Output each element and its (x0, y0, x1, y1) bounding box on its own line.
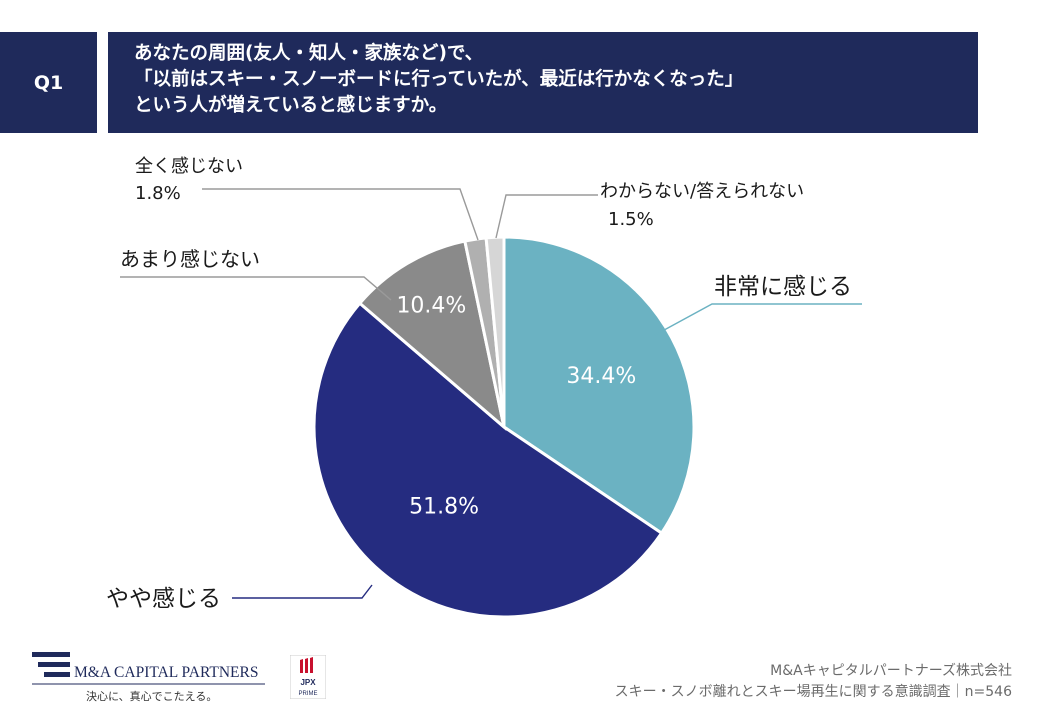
pie-slice (502, 235, 696, 536)
category-label: わからない/答えられない (600, 181, 804, 202)
question-number: Q1 (0, 32, 97, 133)
logo-tagline: 決心に、真心でこたえる。 (86, 689, 217, 703)
question-text: あなたの周囲(友人・知人・家族など)で、 「以前はスキー・スノーボードに行ってい… (108, 32, 978, 133)
pie-slice (312, 301, 664, 619)
category-label: 全く感じない (135, 156, 243, 177)
leader-line (654, 303, 862, 336)
prime-label: PRIME (298, 691, 317, 697)
category-label: やや感じる (106, 586, 221, 612)
category-label: 非常に感じる (714, 274, 852, 300)
pie-slice (357, 239, 507, 432)
slice-percent-label: 34.4% (566, 364, 636, 389)
pie-slice (484, 235, 506, 428)
slice-percent-label: 51.8% (409, 495, 479, 520)
question-line-3: という人が増えていると感じますか。 (134, 95, 448, 116)
jpx-label: JPX (300, 678, 316, 687)
question-line-1: あなたの周囲(友人・知人・家族など)で、 (134, 43, 484, 64)
leader-line (232, 584, 373, 599)
logo-wordmark: M&A CAPITAL PARTNERS (74, 664, 258, 681)
leader-line (495, 194, 598, 239)
footer-company: M&Aキャピタルパートナーズ株式会社 (770, 663, 1012, 679)
jpx-prime-logo: JPX PRIME (290, 655, 326, 699)
category-label: あまり感じない (120, 247, 260, 271)
logo-mark (32, 652, 70, 677)
slice-percent-label: 10.4% (396, 293, 466, 318)
footer: M&Aキャピタルパートナーズ株式会社 スキー・スノボ離れとスキー場再生に関する意… (615, 661, 1012, 703)
slice-percent-label: 1.5% (608, 209, 654, 230)
leader-line (120, 276, 392, 301)
company-logo: M&A CAPITAL PARTNERS 決心に、真心でこたえる。 (32, 652, 265, 703)
slice-percent-label: 1.8% (135, 183, 181, 204)
question-line-2: 「以前はスキー・スノーボードに行っていたが、最近は行かなくなった」 (134, 69, 744, 90)
leader-line (202, 188, 479, 241)
footer-survey: スキー・スノボ離れとスキー場再生に関する意識調査｜n=546 (614, 684, 1012, 700)
